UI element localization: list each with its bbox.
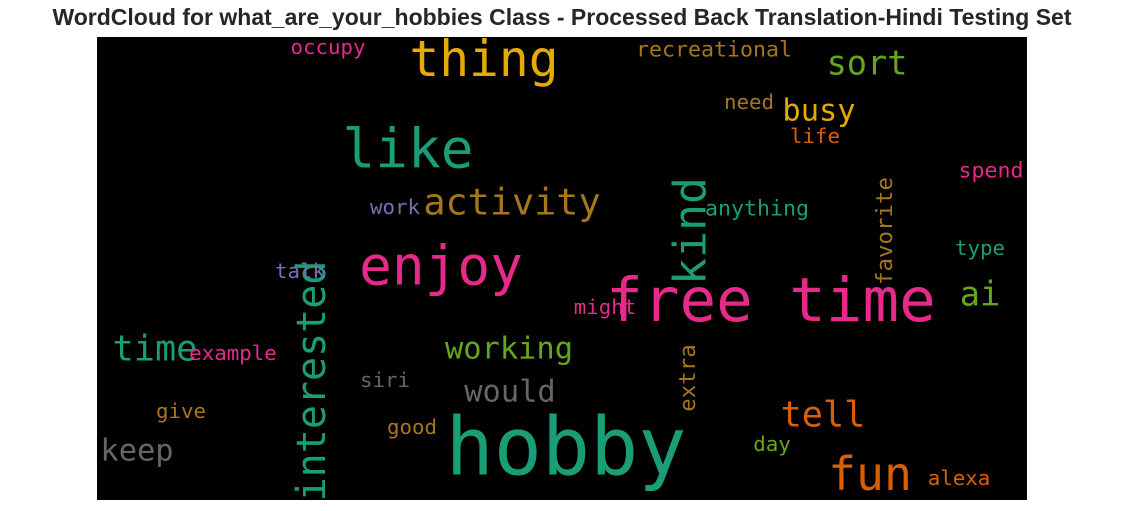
word-ai: ai	[960, 275, 1000, 314]
word-life: life	[790, 124, 840, 148]
word-sort: sort	[827, 44, 908, 83]
chart-title: WordCloud for what_are_your_hobbies Clas…	[52, 4, 1072, 30]
word-favorite: favorite	[872, 177, 898, 285]
word-working: working	[445, 332, 573, 367]
word-activity: activity	[423, 181, 600, 224]
word-day: day	[753, 432, 791, 456]
word-spend: spend	[958, 159, 1023, 184]
word-busy: busy	[782, 94, 855, 129]
word-interested: interested	[289, 261, 335, 500]
word-cloud: hobby free time enjoy like thing fun kind inter…	[97, 37, 1027, 500]
word-alexa: alexa	[928, 466, 991, 490]
word-talk: talk	[275, 259, 326, 283]
word-kind: kind	[664, 177, 717, 285]
word-good: good	[387, 415, 437, 439]
word-anything: anything	[705, 197, 809, 222]
word-siri: siri	[360, 368, 410, 392]
word-time: time	[113, 329, 198, 370]
word-would: would	[464, 375, 555, 410]
word-occupy: occupy	[290, 37, 365, 59]
word-might: might	[574, 295, 637, 319]
word-type: type	[955, 236, 1005, 260]
word-give: give	[156, 399, 206, 423]
word-free-time: free time	[606, 266, 935, 336]
word-recreational: recreational	[636, 38, 792, 63]
word-fun: fun	[828, 447, 912, 500]
word-keep: keep	[100, 434, 173, 469]
word-need: need	[724, 90, 774, 114]
words-layer: hobby free time enjoy like thing fun kind inter…	[100, 37, 1023, 500]
word-hobby: hobby	[446, 401, 687, 494]
word-thing: thing	[409, 37, 558, 88]
word-example: example	[189, 341, 277, 365]
word-like: like	[343, 118, 474, 181]
word-tell: tell	[781, 395, 866, 436]
word-work: work	[370, 195, 421, 219]
word-extra: extra	[675, 344, 701, 411]
word-enjoy: enjoy	[359, 235, 523, 298]
cloud-background	[97, 37, 1027, 500]
